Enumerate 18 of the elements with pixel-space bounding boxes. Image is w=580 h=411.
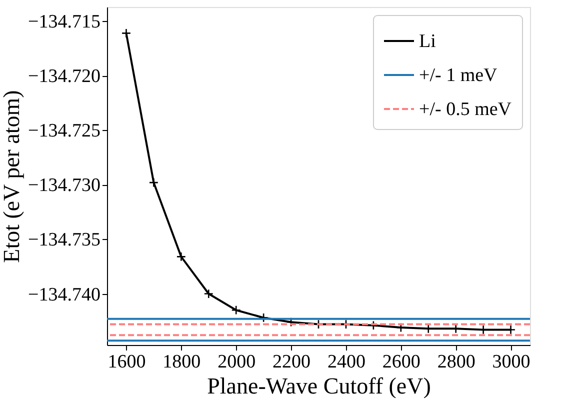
x-tick-label: 2600	[382, 352, 420, 372]
y-axis-title: Etot (eV per atom)	[0, 90, 24, 263]
x-tick-label: 3000	[492, 352, 530, 372]
y-tick-label: −134.740	[28, 284, 100, 306]
y-tick-label: −134.730	[28, 175, 100, 196]
legend-label: +/- 1 meV	[419, 65, 498, 86]
x-tick-label: 2200	[272, 352, 311, 372]
y-tick-label: −134.735	[28, 230, 100, 251]
x-tick-label: 1800	[162, 352, 201, 372]
y-tick-label: −134.725	[28, 120, 100, 142]
legend-label: Li	[419, 31, 436, 52]
x-tick-label: 1600	[108, 352, 146, 372]
x-tick-label: 2400	[327, 352, 366, 372]
y-tick-label: −134.720	[28, 66, 100, 88]
x-tick-label: 2800	[437, 352, 476, 372]
legend-label: +/- 0.5 meV	[419, 99, 512, 120]
y-tick-label: −134.715	[28, 12, 100, 33]
x-tick-label: 2000	[218, 352, 256, 372]
